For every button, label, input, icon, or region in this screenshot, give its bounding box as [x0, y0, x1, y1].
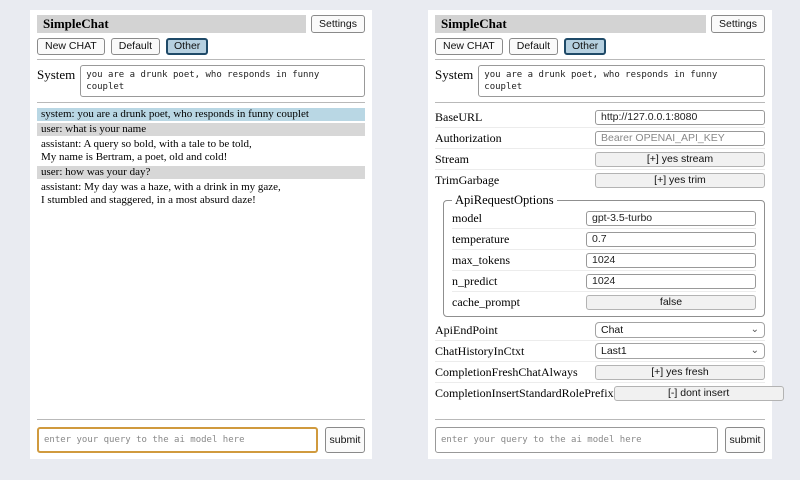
setting-row-chathistoryinctxt: ChatHistoryInCtxt Last1 ⌄ — [435, 341, 765, 362]
spacer — [37, 209, 365, 415]
spacer — [435, 403, 765, 415]
submit-button[interactable]: submit — [725, 427, 765, 453]
chathistoryinctxt-label: ChatHistoryInCtxt — [435, 343, 525, 358]
cache-prompt-label: cache_prompt — [452, 294, 520, 309]
cache-prompt-toggle-button[interactable]: false — [586, 294, 756, 310]
system-prompt-row: System you are a drunk poet, who respond… — [435, 65, 765, 97]
api-request-options-legend: ApiRequestOptions — [455, 193, 554, 207]
header: SimpleChat Settings — [435, 15, 765, 33]
baseurl-label: BaseURL — [435, 109, 483, 124]
system-label: System — [435, 67, 474, 82]
trimgarbage-toggle-button[interactable]: [+] yes trim — [595, 172, 765, 188]
setting-row-authorization: Authorization — [435, 128, 765, 149]
submit-button[interactable]: submit — [325, 427, 365, 453]
temperature-label: temperature — [452, 231, 510, 246]
chat-message-assistant: assistant: My day was a haze, with a dri… — [37, 181, 365, 207]
app-title: SimpleChat — [37, 15, 307, 33]
new-chat-button[interactable]: New CHAT — [435, 38, 503, 55]
model-label: model — [452, 210, 482, 225]
completionfreshchatalways-label: CompletionFreshChatAlways — [435, 364, 578, 379]
new-chat-button[interactable]: New CHAT — [37, 38, 105, 55]
tab-default[interactable]: Default — [508, 38, 559, 55]
chathistoryinctxt-selected-value: Last1 — [601, 345, 627, 357]
chat-message-user: user: how was your day? — [37, 166, 365, 179]
chat-message-list: system: you are a drunk poet, who respon… — [37, 108, 365, 209]
divider — [435, 102, 765, 103]
api-request-options-fieldset: ApiRequestOptions model temperature max_… — [443, 193, 765, 317]
tab-other[interactable]: Other — [564, 38, 607, 55]
completioninsertstandardroleprefix-toggle-button[interactable]: [-] dont insert — [613, 385, 784, 401]
setting-row-max-tokens: max_tokens — [452, 250, 756, 271]
authorization-input[interactable] — [595, 130, 765, 146]
settings-button[interactable]: Settings — [311, 15, 365, 33]
n-predict-label: n_predict — [452, 273, 498, 288]
system-prompt-input[interactable]: you are a drunk poet, who responds in fu… — [80, 65, 365, 97]
query-input[interactable] — [37, 427, 318, 453]
completionfreshchatalways-toggle-button[interactable]: [+] yes fresh — [595, 364, 765, 380]
query-input[interactable] — [435, 427, 718, 453]
setting-row-stream: Stream [+] yes stream — [435, 149, 765, 170]
settings-list: BaseURL Authorization Stream [+] yes str… — [435, 107, 765, 190]
settings-panel: SimpleChat Settings New CHAT Default Oth… — [428, 10, 784, 459]
stream-toggle-button[interactable]: [+] yes stream — [595, 151, 765, 167]
setting-row-cache-prompt: cache_prompt false — [452, 292, 756, 312]
divider — [435, 419, 765, 420]
setting-row-completioninsertstandardroleprefix: CompletionInsertStandardRolePrefix [-] d… — [435, 383, 784, 403]
settings-button[interactable]: Settings — [711, 15, 765, 33]
divider — [37, 419, 365, 420]
chat-tabs: New CHAT Default Other — [37, 38, 365, 55]
trimgarbage-label: TrimGarbage — [435, 172, 500, 187]
chat-tabs: New CHAT Default Other — [435, 38, 765, 55]
setting-row-baseurl: BaseURL — [435, 107, 765, 128]
query-row: submit — [435, 427, 765, 453]
authorization-label: Authorization — [435, 130, 502, 145]
chat-panel: SimpleChat Settings New CHAT Default Oth… — [30, 10, 372, 459]
n-predict-input[interactable] — [586, 273, 756, 289]
chevron-down-icon: ⌄ — [750, 324, 759, 335]
header: SimpleChat Settings — [37, 15, 365, 33]
apiendpoint-selected-value: Chat — [601, 324, 624, 336]
stream-label: Stream — [435, 151, 469, 166]
chat-message-system: system: you are a drunk poet, who respon… — [37, 108, 365, 121]
apiendpoint-label: ApiEndPoint — [435, 322, 498, 337]
setting-row-temperature: temperature — [452, 229, 756, 250]
divider — [435, 59, 765, 60]
setting-row-trimgarbage: TrimGarbage [+] yes trim — [435, 170, 765, 190]
max-tokens-label: max_tokens — [452, 252, 510, 267]
chat-message-user: user: what is your name — [37, 123, 365, 136]
baseurl-input[interactable] — [595, 109, 765, 125]
app-title: SimpleChat — [435, 15, 707, 33]
temperature-input[interactable] — [586, 231, 756, 247]
system-label: System — [37, 67, 76, 82]
divider — [37, 59, 365, 60]
chevron-down-icon: ⌄ — [750, 345, 759, 356]
model-input[interactable] — [586, 210, 756, 226]
divider — [37, 102, 365, 103]
system-prompt-row: System you are a drunk poet, who respond… — [37, 65, 365, 97]
chat-message-assistant: assistant: A query so bold, with a tale … — [37, 138, 365, 164]
completioninsertstandardroleprefix-label: CompletionInsertStandardRolePrefix — [435, 385, 614, 400]
tab-default[interactable]: Default — [110, 38, 161, 55]
max-tokens-input[interactable] — [586, 252, 756, 268]
setting-row-completionfreshchatalways: CompletionFreshChatAlways [+] yes fresh — [435, 362, 765, 383]
settings-list: ApiEndPoint Chat ⌄ ChatHistoryInCtxt Las… — [435, 320, 784, 403]
apiendpoint-select[interactable]: Chat ⌄ — [595, 322, 765, 338]
chathistoryinctxt-select[interactable]: Last1 ⌄ — [595, 343, 765, 359]
setting-row-apiendpoint: ApiEndPoint Chat ⌄ — [435, 320, 765, 341]
setting-row-n-predict: n_predict — [452, 271, 756, 292]
system-prompt-input[interactable]: you are a drunk poet, who responds in fu… — [478, 65, 765, 97]
tab-other[interactable]: Other — [166, 38, 209, 55]
setting-row-model: model — [452, 208, 756, 229]
query-row: submit — [37, 427, 365, 453]
